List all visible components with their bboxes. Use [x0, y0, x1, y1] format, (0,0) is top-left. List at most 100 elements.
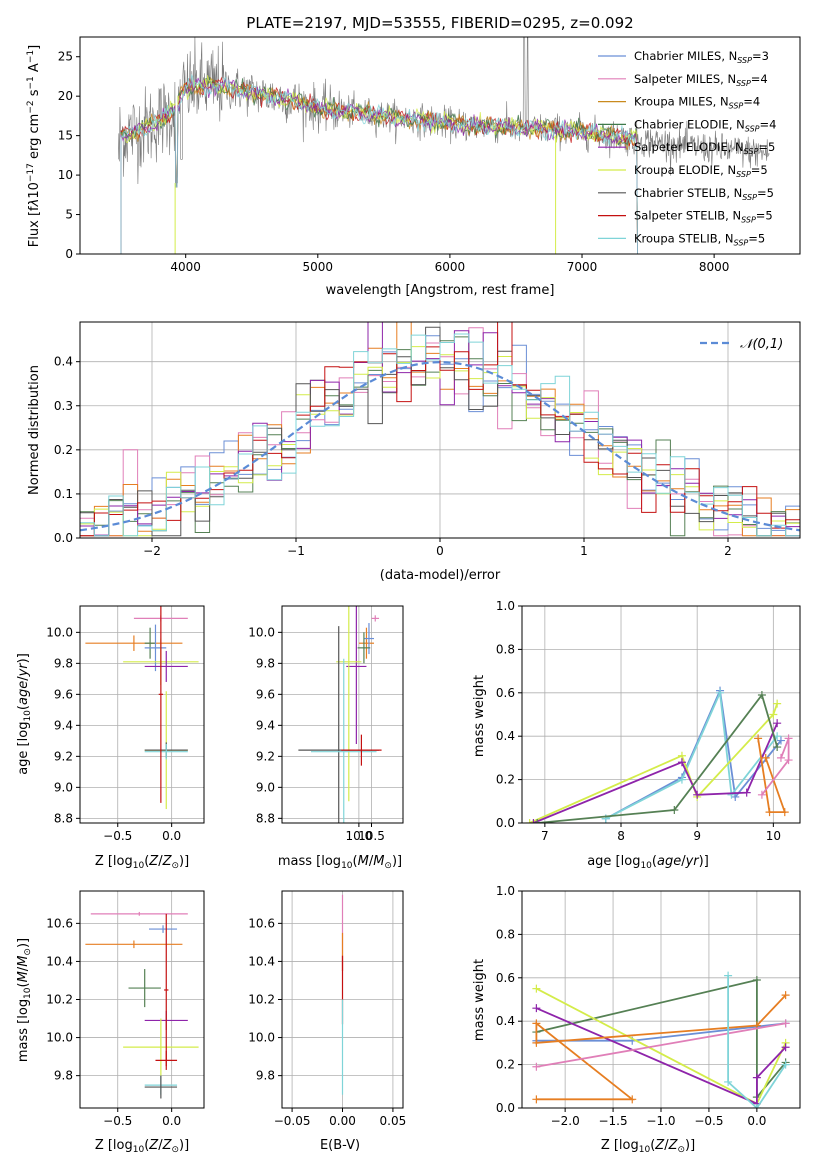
- axes-frame: [521, 605, 801, 824]
- weight-marker: [781, 1060, 790, 1069]
- spectrum-x-label: wavelength [Angstrom, rest frame]: [326, 283, 555, 298]
- y-tick-label: 0.4: [496, 729, 515, 743]
- weight-marker: [532, 1062, 541, 1071]
- weight-marker: [761, 753, 770, 762]
- y-tick-label: 0.0: [496, 816, 515, 830]
- legend-entry: Chabrier MILES, NSSP=3: [634, 49, 769, 65]
- y-tick-label: 9.6: [256, 687, 275, 701]
- y-tick-label: 0: [65, 247, 73, 261]
- y-tick-label: 0.2: [496, 773, 515, 787]
- panel-spectrum: PLATE=2197, MJD=53555, FIBERID=0295, z=0…: [26, 14, 801, 298]
- wAge-y-label: mass weight: [472, 675, 487, 757]
- y-tick-label: 9.2: [256, 749, 275, 763]
- legend-entry: Salpeter MILES, NSSP=4: [634, 72, 768, 88]
- weight-marker: [773, 699, 782, 708]
- weight-line: [761, 738, 790, 796]
- weight-marker: [532, 984, 541, 993]
- ageZ-x-label: Z [log10(Z/Z⊙)]: [95, 854, 189, 871]
- x-tick-label: 6000: [435, 260, 466, 274]
- legend-entry: 𝒩(0,1): [740, 337, 783, 352]
- legend-entry: Chabrier ELODIE, NSSP=4: [634, 117, 776, 133]
- panel-weight-vs-age: 7 8 9 10 0.0 0.2 0.4 0.6 0.8 1.0: [496, 599, 801, 843]
- weight-marker: [776, 736, 785, 745]
- x-tick-label: 0.00: [329, 1114, 356, 1128]
- x-tick-label: 0.0: [162, 1114, 181, 1128]
- x-tick-label: 7000: [567, 260, 598, 274]
- ageM-x-label: mass [log10(M/M⊙)]: [278, 854, 402, 871]
- x-tick-label: 0: [436, 544, 444, 558]
- x-tick-label: 0.0: [747, 1114, 766, 1128]
- x-tick-label: 0.0: [162, 829, 181, 843]
- weight-marker: [693, 790, 702, 799]
- weight-marker: [784, 734, 793, 743]
- weight-marker: [724, 1077, 733, 1086]
- y-tick-label: 9.0: [256, 780, 275, 794]
- y-tick-label: 10.2: [248, 993, 275, 1007]
- y-tick-label: 0.6: [496, 971, 515, 985]
- weight-marker: [716, 688, 725, 697]
- weight-marker: [525, 819, 534, 823]
- weight-marker: [776, 753, 785, 762]
- y-tick-label: 0.4: [54, 355, 73, 369]
- residual-histogram: [80, 335, 800, 537]
- x-tick-label: 5000: [303, 260, 334, 274]
- residual-y-label: Normed distribution: [27, 365, 42, 495]
- y-tick-label: 9.6: [54, 687, 73, 701]
- y-tick-label: 25: [58, 50, 73, 64]
- weight-marker: [757, 790, 766, 799]
- y-tick-label: 10.0: [46, 625, 73, 639]
- y-tick-label: 0.0: [496, 1101, 515, 1115]
- panel-residuals: −2 −1 0 1 2 0.0 0.1 0.2 0.3 0.4 𝒩(0,1) (data-model…: [27, 321, 801, 583]
- y-tick-label: 0.4: [496, 1014, 515, 1028]
- weight-line: [536, 978, 787, 1100]
- weight-marker: [529, 819, 538, 823]
- model-spectrum: [120, 73, 638, 254]
- weight-marker: [773, 719, 782, 728]
- x-tick-label: −1: [287, 544, 305, 558]
- y-tick-label: 9.0: [54, 780, 73, 794]
- clip-group: [525, 686, 793, 823]
- y-tick-label: 9.8: [256, 1069, 275, 1083]
- panel-weight-vs-Z: −2.0 −1.5 −1.0 −0.5 0.0 0.0 0.2 0.4 0.6 0.8 1.0: [496, 884, 801, 1128]
- x-tick-label: 10.5: [358, 829, 385, 843]
- weight-marker: [781, 1043, 790, 1052]
- weight-marker: [752, 1104, 761, 1108]
- legend-entry: Chabrier STELIB, NSSP=5: [634, 186, 774, 202]
- y-tick-label: 15: [58, 129, 73, 143]
- weight-line: [727, 975, 787, 1108]
- weight-marker: [677, 775, 686, 784]
- wZ-x-label: Z [log10(Z/Z⊙)]: [601, 1138, 695, 1155]
- legend-entry: Salpeter STELIB, NSSP=5: [634, 209, 773, 225]
- weight-line: [605, 689, 778, 820]
- x-tick-label: 10.0: [346, 829, 373, 843]
- weight-marker: [533, 819, 542, 823]
- residual-histogram: [80, 333, 800, 537]
- y-tick-label: 10.0: [46, 1031, 73, 1045]
- wAge-x-label: age [log10(age/yr)]: [587, 854, 709, 871]
- spectrum-legend: Chabrier MILES, NSSP=3 Salpeter MILES, NS…: [598, 49, 776, 247]
- weight-marker: [532, 1004, 541, 1013]
- y-tick-label: 0.1: [54, 487, 73, 501]
- panel-age-vs-mass: 10.010.58.89.09.29.49.69.810.0: [248, 605, 404, 843]
- x-tick-label: −2: [143, 544, 161, 558]
- x-tick-label: −1.0: [646, 1114, 675, 1128]
- weight-marker: [752, 975, 761, 984]
- y-tick-label: 10.6: [46, 916, 73, 930]
- legend-entry: Kroupa MILES, NSSP=4: [634, 95, 760, 111]
- weight-line: [537, 693, 779, 823]
- x-tick-label: −0.5: [103, 829, 132, 843]
- weight-marker: [781, 991, 790, 1000]
- clip-group: [298, 606, 382, 823]
- y-tick-label: 9.8: [54, 656, 73, 670]
- weight-line: [757, 738, 787, 813]
- x-tick-label: 9: [693, 829, 701, 843]
- clip-group: [532, 971, 790, 1108]
- weight-marker: [670, 805, 679, 814]
- mE-x-label: E(B-V): [320, 1138, 360, 1153]
- weight-marker: [754, 734, 763, 743]
- y-tick-label: 10: [58, 168, 73, 182]
- y-tick-label: 10.4: [248, 954, 275, 968]
- weight-line: [535, 994, 787, 1101]
- weight-marker: [773, 743, 782, 752]
- weight-line: [536, 1007, 787, 1106]
